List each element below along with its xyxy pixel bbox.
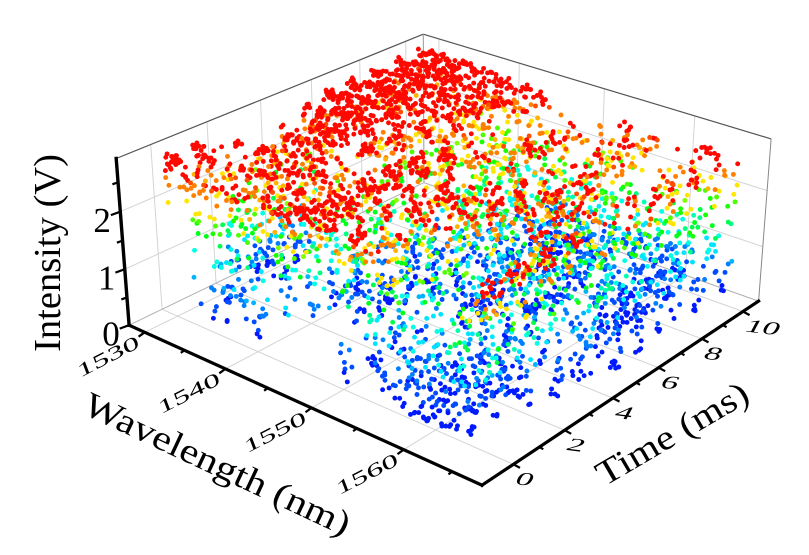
svg-text:Intensity (V): Intensity (V)	[27, 154, 69, 352]
svg-text:0: 0	[102, 315, 120, 354]
svg-text:1: 1	[98, 259, 116, 298]
svg-text:10: 10	[741, 316, 785, 340]
svg-text:2: 2	[93, 201, 111, 240]
